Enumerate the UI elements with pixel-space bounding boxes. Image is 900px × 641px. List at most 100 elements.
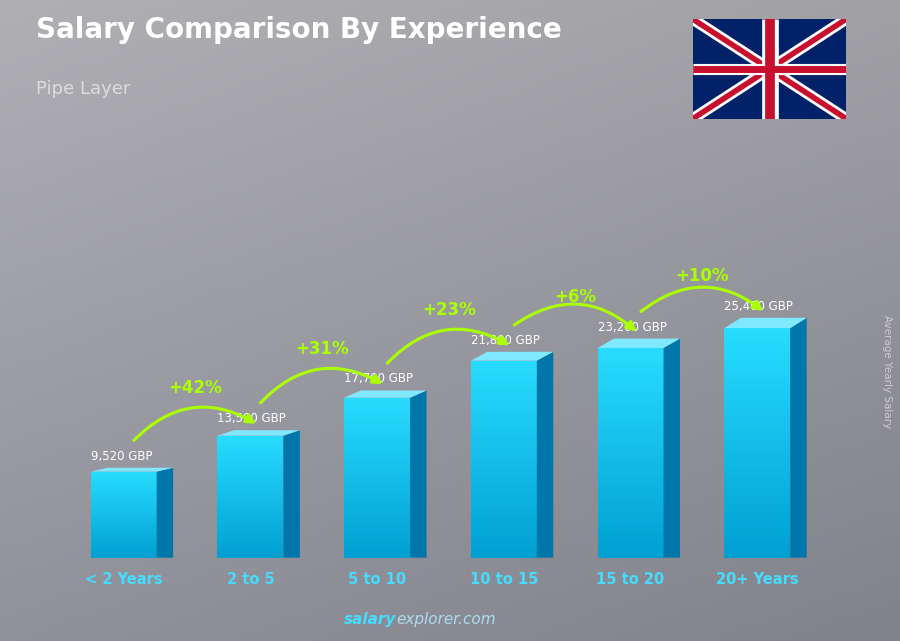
Bar <box>471 367 536 370</box>
Bar <box>218 476 284 478</box>
Bar <box>598 365 663 369</box>
Bar <box>471 370 536 374</box>
Bar <box>91 545 157 546</box>
Polygon shape <box>663 338 680 558</box>
Bar <box>344 417 410 419</box>
Text: 25,400 GBP: 25,400 GBP <box>724 300 793 313</box>
Polygon shape <box>724 318 806 328</box>
Bar <box>218 490 284 492</box>
Bar <box>724 443 790 447</box>
Text: Average Yearly Salary: Average Yearly Salary <box>881 315 892 428</box>
Bar <box>91 476 157 478</box>
Bar <box>598 537 663 540</box>
Bar <box>724 328 790 332</box>
Bar <box>218 492 284 495</box>
Bar <box>471 420 536 423</box>
Bar <box>724 550 790 554</box>
Bar <box>471 519 536 522</box>
Text: salary: salary <box>344 612 396 627</box>
Bar <box>724 389 790 393</box>
Bar <box>218 470 284 472</box>
Bar <box>471 406 536 410</box>
Bar <box>724 504 790 508</box>
Bar <box>91 480 157 481</box>
Bar <box>724 489 790 493</box>
Bar <box>91 515 157 516</box>
Bar <box>218 488 284 490</box>
Bar <box>218 507 284 509</box>
Bar <box>598 456 663 460</box>
Text: +31%: +31% <box>295 340 349 358</box>
Bar <box>724 485 790 489</box>
Bar <box>218 462 284 464</box>
Bar <box>598 554 663 558</box>
Bar <box>91 481 157 483</box>
Bar <box>91 496 157 497</box>
Bar <box>344 464 410 467</box>
Polygon shape <box>536 352 554 558</box>
Bar <box>598 369 663 372</box>
Bar <box>724 351 790 355</box>
Bar <box>91 523 157 525</box>
Bar <box>344 459 410 462</box>
Text: 21,800 GBP: 21,800 GBP <box>471 334 540 347</box>
Bar <box>91 520 157 522</box>
Bar <box>598 435 663 439</box>
Bar <box>344 483 410 486</box>
Bar <box>218 533 284 535</box>
Bar <box>724 336 790 340</box>
Bar <box>471 505 536 508</box>
Bar <box>724 424 790 428</box>
Bar <box>471 495 536 499</box>
Bar <box>344 547 410 550</box>
Bar <box>218 497 284 499</box>
Bar <box>471 466 536 469</box>
Bar <box>218 523 284 525</box>
Bar <box>471 443 536 446</box>
Bar <box>724 359 790 363</box>
Bar <box>218 539 284 542</box>
Polygon shape <box>598 338 680 348</box>
Bar <box>724 478 790 481</box>
Bar <box>724 527 790 531</box>
Bar <box>724 340 790 344</box>
Bar <box>344 433 410 435</box>
Bar <box>598 547 663 551</box>
Bar <box>218 549 284 551</box>
Bar <box>724 497 790 500</box>
Bar <box>218 547 284 549</box>
Bar <box>724 531 790 535</box>
Bar <box>91 547 157 549</box>
Bar <box>724 458 790 462</box>
Bar <box>91 544 157 545</box>
Bar <box>598 505 663 509</box>
Bar <box>471 384 536 387</box>
Bar <box>218 521 284 523</box>
Bar <box>344 550 410 553</box>
Bar <box>598 408 663 411</box>
Polygon shape <box>157 468 173 558</box>
Bar <box>724 515 790 519</box>
Bar <box>724 363 790 367</box>
Bar <box>724 462 790 466</box>
Bar <box>724 404 790 408</box>
Bar <box>598 485 663 488</box>
Bar <box>598 512 663 516</box>
Bar <box>724 374 790 378</box>
Bar <box>598 502 663 505</box>
Bar <box>344 427 410 429</box>
Bar <box>598 446 663 449</box>
Bar <box>218 499 284 501</box>
Bar <box>471 423 536 426</box>
Bar <box>91 473 157 474</box>
Bar <box>598 415 663 418</box>
Bar <box>218 474 284 476</box>
Bar <box>471 449 536 453</box>
Bar <box>724 332 790 336</box>
Bar <box>471 472 536 476</box>
Bar <box>724 347 790 351</box>
Bar <box>598 478 663 481</box>
Bar <box>471 488 536 492</box>
Bar <box>724 474 790 478</box>
Bar <box>218 468 284 470</box>
